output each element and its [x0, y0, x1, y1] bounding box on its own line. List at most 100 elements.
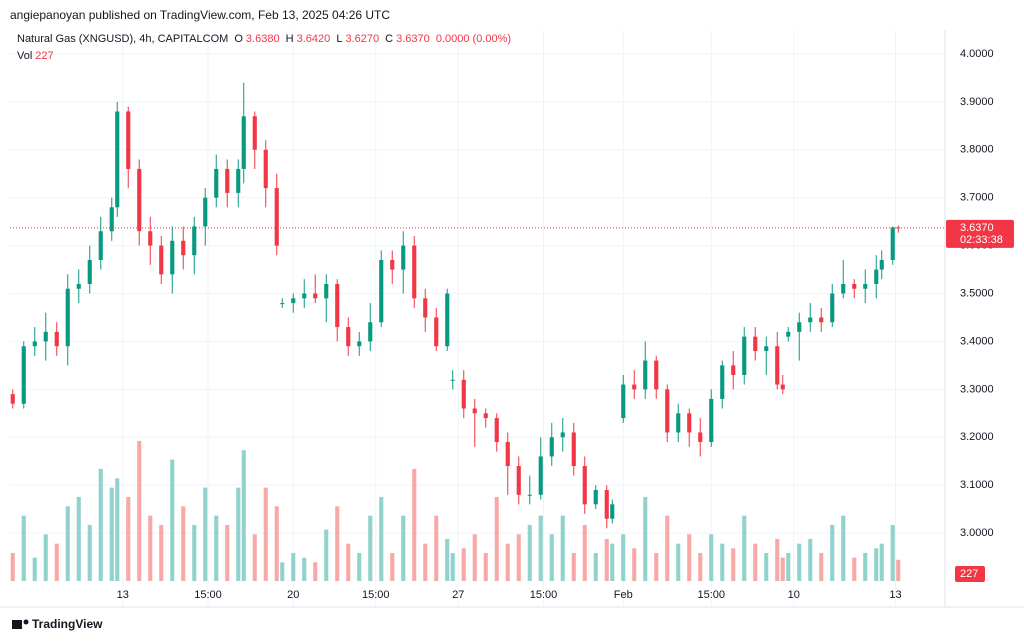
volume-bar [896, 559, 901, 581]
candle-body [665, 389, 670, 433]
x-tick-label: 20 [287, 589, 299, 601]
volume-bar [604, 538, 609, 581]
y-tick-label: 3.7000 [960, 192, 994, 204]
volume-bar [98, 468, 103, 581]
ohlc-value: 3.6270 [345, 33, 380, 45]
candle-body [54, 331, 59, 347]
x-tick-label: 15:00 [194, 589, 222, 601]
volume-bar [560, 515, 565, 581]
candle-body [874, 269, 879, 284]
candle-body [335, 283, 340, 328]
ohlc-key: L [336, 33, 343, 45]
volume-bar [621, 534, 626, 581]
candle-body [10, 394, 15, 404]
x-tick-label: 15:00 [530, 589, 558, 601]
symbol: Natural Gas (XNGUSD), 4h, CAPITALCOM [17, 33, 229, 45]
candle-body [621, 384, 626, 419]
volume-bar [412, 468, 417, 581]
candle-body [241, 116, 246, 169]
candle-body [808, 317, 813, 323]
ohlc-value: 3.6380 [245, 33, 280, 45]
volume-bar [214, 515, 219, 581]
volume-bar [461, 548, 466, 581]
candle-body [291, 298, 296, 304]
candle-body [764, 346, 769, 352]
volume-bar [720, 543, 725, 581]
brand-logo [12, 619, 29, 629]
volume-bar [841, 515, 846, 581]
volume-bar [401, 515, 406, 581]
candle-body [852, 283, 857, 289]
candle-body [687, 413, 692, 433]
candle-body [87, 259, 92, 284]
candle-body [483, 413, 488, 419]
candle-body [137, 168, 142, 232]
volume-bar [863, 552, 868, 581]
volume-bar [274, 506, 279, 581]
volume-bar [797, 543, 802, 581]
candle-body [516, 466, 521, 495]
volume-bar [593, 552, 598, 581]
y-tick-label: 3.0000 [960, 527, 994, 539]
candle-body [313, 293, 318, 299]
candle-body [214, 168, 219, 198]
volume-bar [368, 515, 373, 581]
candle-body [159, 245, 164, 275]
volume-bar [819, 552, 824, 581]
change: 0.0000 (0.00%) [435, 33, 512, 45]
volume-bar [874, 548, 879, 581]
candle-body [126, 111, 131, 169]
volume-bar [137, 440, 142, 581]
candle-body [357, 341, 362, 347]
x-tick-label: 13 [117, 589, 129, 601]
volume-bar [115, 478, 120, 581]
candle-body [753, 336, 758, 352]
candle-body [571, 432, 576, 467]
y-tick-label: 3.5000 [960, 287, 994, 299]
candle-body [401, 245, 406, 270]
volume-bar [731, 548, 736, 581]
ohlc-key: O [234, 33, 243, 45]
volume-bar [527, 524, 532, 581]
candle-body [610, 504, 615, 519]
price-badge [946, 219, 1014, 248]
candle-body [797, 322, 802, 332]
volume-bar [346, 543, 351, 581]
y-tick-label: 3.8000 [960, 144, 994, 156]
candle-body [582, 466, 587, 505]
candle-body [890, 227, 895, 260]
candle-body [461, 379, 466, 409]
volume-bar [76, 496, 81, 581]
vol-value: 227 [35, 50, 54, 62]
volume-bar [252, 534, 257, 581]
volume-bar [434, 515, 439, 581]
candle-body [830, 293, 835, 323]
y-tick-label: 3.9000 [960, 96, 994, 108]
candle-body [538, 456, 543, 495]
volume-bar [241, 450, 246, 581]
candle-body [654, 360, 659, 390]
volume-bar [775, 538, 780, 581]
y-tick-label: 3.4000 [960, 335, 994, 347]
candle-body [841, 283, 846, 294]
volume-bar [472, 534, 477, 581]
candle-body [76, 283, 81, 289]
volume-bar [643, 496, 648, 581]
ohlc-key: C [385, 33, 394, 45]
candle-body [527, 494, 532, 496]
candle-body [445, 293, 450, 347]
volume-bar [698, 552, 703, 581]
candle-body [21, 346, 26, 404]
volume-bar [263, 487, 268, 581]
volume-legend: Vol 227 [17, 50, 57, 62]
candle-body [368, 322, 373, 342]
volume-bar [709, 534, 714, 581]
legend: Natural Gas (XNGUSD), 4h, CAPITALCOM O 3.… [17, 33, 514, 45]
candle-body [65, 288, 70, 347]
volume-bar [225, 524, 230, 581]
volume-bar [742, 515, 747, 581]
volume-bar [786, 552, 791, 581]
candle-body [252, 116, 257, 150]
volume-bar [10, 552, 15, 581]
